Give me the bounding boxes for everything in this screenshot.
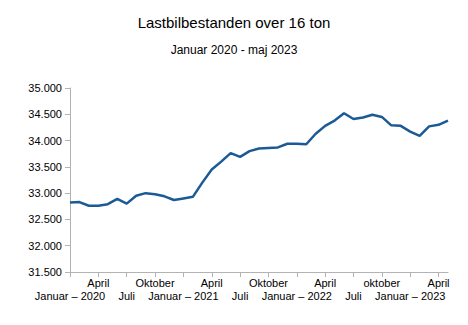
svg-text:33.500: 33.500	[28, 161, 62, 173]
svg-text:34.500: 34.500	[28, 108, 62, 120]
svg-text:Juli: Juli	[345, 290, 362, 302]
svg-text:Januar – 2021: Januar – 2021	[148, 290, 218, 302]
svg-text:Oktober: Oktober	[135, 277, 174, 289]
svg-text:32.000: 32.000	[28, 240, 62, 252]
svg-text:Januar – 2020: Januar – 2020	[35, 290, 105, 302]
svg-text:31.500: 31.500	[28, 266, 62, 278]
svg-text:Juli: Juli	[118, 290, 135, 302]
svg-text:Januar – 2022: Januar – 2022	[262, 290, 332, 302]
svg-text:Juli: Juli	[232, 290, 249, 302]
svg-text:April: April	[201, 277, 223, 289]
svg-text:34.000: 34.000	[28, 135, 62, 147]
svg-text:April: April	[428, 277, 450, 289]
svg-text:April: April	[87, 277, 109, 289]
svg-text:32.500: 32.500	[28, 213, 62, 225]
svg-text:April: April	[314, 277, 336, 289]
svg-text:Januar 2020 - maj 2023: Januar 2020 - maj 2023	[171, 43, 298, 57]
svg-text:Januar – 2023: Januar – 2023	[375, 290, 445, 302]
svg-text:35.000: 35.000	[28, 82, 62, 94]
svg-text:Oktober: Oktober	[249, 277, 288, 289]
svg-text:Lastbilbestanden over 16 ton: Lastbilbestanden over 16 ton	[138, 14, 331, 31]
svg-text:33.000: 33.000	[28, 187, 62, 199]
svg-text:oktober: oktober	[363, 277, 400, 289]
